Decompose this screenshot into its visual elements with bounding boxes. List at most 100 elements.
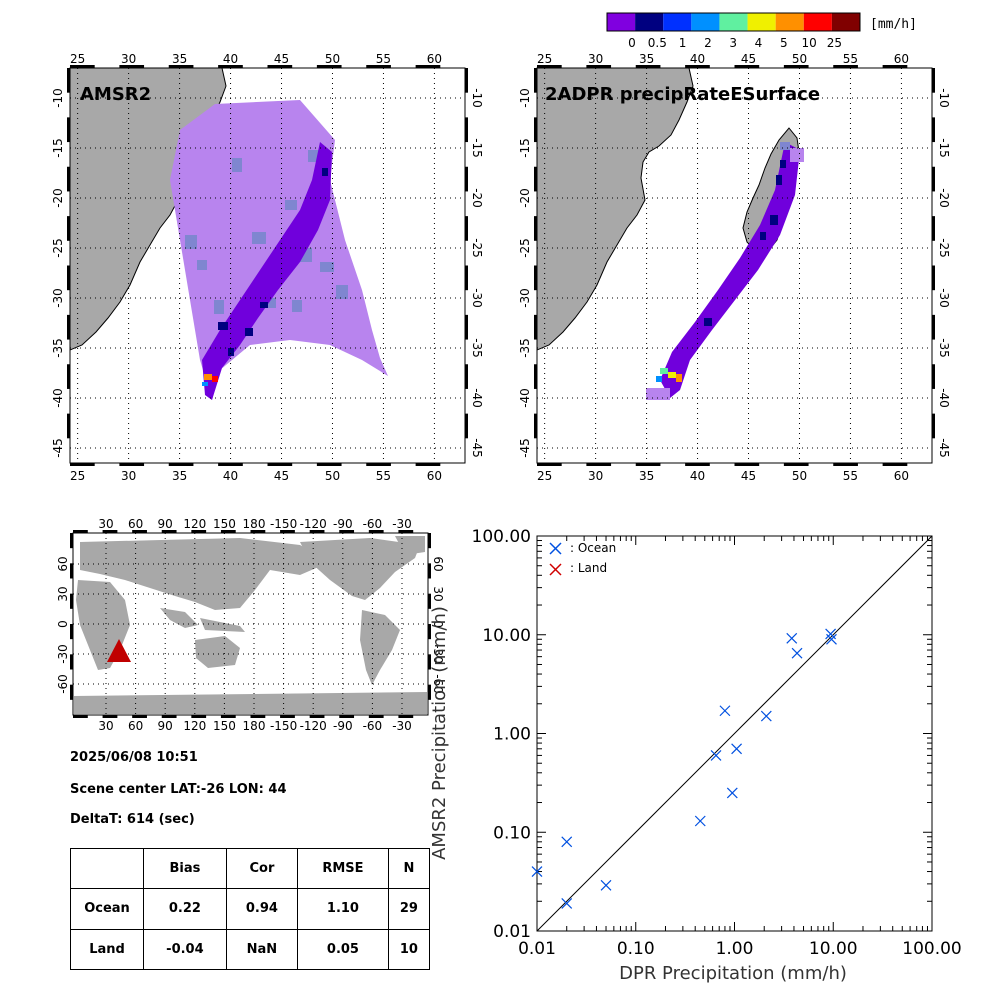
world-lon-label: -30	[392, 517, 412, 531]
scene-center: Scene center LAT:-26 LON: 44	[70, 782, 287, 797]
frame-bar	[366, 463, 391, 466]
frame-bar	[102, 715, 118, 718]
frame-bar	[67, 314, 70, 340]
frame-bar	[465, 166, 468, 192]
lon-tick-label: 40	[690, 52, 705, 66]
lon-tick-label: 50	[325, 52, 340, 66]
frame-bar	[398, 715, 414, 718]
frame-bar	[882, 463, 908, 466]
world-lon-label: 120	[183, 517, 206, 531]
frame-bar	[67, 265, 70, 291]
frame-bar	[119, 65, 145, 68]
legend-ocean-label: : Ocean	[570, 541, 616, 555]
y-axis-label: AMSR2 Precipitation (mm/h)	[429, 606, 450, 860]
frame-bar	[932, 117, 935, 143]
lon-tick-label: 55	[376, 52, 391, 66]
frame-bar	[428, 624, 431, 640]
data-point	[731, 743, 743, 755]
rmse-cell: 0.05	[297, 928, 389, 971]
frame-bar	[250, 715, 266, 718]
lon-tick-label: 25	[70, 469, 85, 483]
lat-tick-label: -20	[518, 188, 532, 208]
lon-tick-label: 40	[690, 469, 705, 483]
world-lon-label: 150	[213, 517, 236, 531]
world-lon-label: -150	[270, 517, 297, 531]
lat-tick-label: -10	[937, 88, 951, 108]
frame-bar	[833, 463, 858, 466]
lat-tick-label: -25	[470, 238, 484, 258]
frame-bar	[428, 563, 431, 579]
colorbar-label: 2	[704, 36, 712, 50]
frame-bar	[932, 314, 935, 340]
lat-tick-label: -30	[51, 288, 65, 308]
lat-tick-label: -20	[470, 188, 484, 208]
world-lon-label: 30	[98, 719, 113, 733]
frame-bar	[428, 593, 431, 609]
scene-datetime: 2025/06/08 10:51	[70, 750, 198, 765]
colorbar-cell	[775, 13, 804, 31]
x-tick-label: 1.00	[716, 939, 754, 959]
frame-bar	[339, 715, 355, 718]
row-label: Land	[70, 928, 144, 971]
frame-bar	[932, 166, 935, 192]
data-point	[600, 879, 612, 891]
world-lat-label: -30	[56, 644, 70, 664]
frame-bar	[932, 413, 935, 439]
lat-tick-label: -10	[470, 88, 484, 108]
colorbar-label: 3	[729, 36, 737, 50]
x-tick-label: 10.00	[809, 939, 858, 959]
world-lon-label: 150	[213, 719, 236, 733]
y-tick-label: 10.00	[482, 626, 531, 646]
cor-cell: NaN	[225, 928, 299, 971]
frame-bar	[783, 463, 809, 466]
lon-tick-label: 35	[639, 52, 654, 66]
frame-bar	[250, 530, 266, 533]
lon-tick-label: 50	[792, 52, 807, 66]
lat-tick-label: -40	[518, 388, 532, 408]
frame-bar	[218, 65, 243, 68]
frame-bar	[267, 65, 293, 68]
frame-bar	[218, 463, 243, 466]
amsr2-title: AMSR2	[80, 84, 151, 105]
delta-t: DeltaT: 614 (sec)	[70, 812, 195, 827]
frame-bar	[220, 530, 236, 533]
frame-bar	[309, 530, 325, 533]
data-point	[791, 647, 803, 659]
data-point	[786, 632, 798, 644]
lon-tick-label: 25	[70, 52, 85, 66]
frame-bar	[67, 216, 70, 241]
frame-bar	[70, 624, 73, 640]
frame-bar	[267, 463, 293, 466]
data-point	[561, 836, 573, 848]
frame-bar	[534, 413, 537, 439]
scene-location-marker	[107, 639, 131, 662]
data-point	[710, 749, 722, 761]
world-lon-label: 180	[243, 719, 266, 733]
frame-bar	[161, 530, 177, 533]
colorbar-label: 1	[679, 36, 687, 50]
x-axis-label: DPR Precipitation (mm/h)	[619, 963, 847, 984]
y-tick-label: 0.10	[493, 823, 531, 843]
frame-bar	[465, 314, 468, 340]
lat-tick-label: -25	[937, 238, 951, 258]
world-lon-label: -120	[300, 719, 327, 733]
world-lon-label: -90	[333, 517, 353, 531]
colorbar-label: 5	[780, 36, 788, 50]
data-point	[726, 787, 738, 799]
lat-tick-label: -30	[470, 288, 484, 308]
frame-bar	[534, 364, 537, 389]
frame-bar	[366, 65, 391, 68]
frame-bar	[161, 715, 177, 718]
colorbar-label: 4	[755, 36, 763, 50]
table-row: Ocean 0.22 0.94 1.10 29	[70, 888, 431, 930]
legend-land-marker	[549, 563, 562, 576]
colorbar-cell	[803, 13, 832, 31]
legend-ocean-marker	[549, 542, 562, 555]
frame-bar	[70, 684, 73, 700]
frame-bar	[465, 68, 468, 93]
data-point	[694, 815, 706, 827]
lat-tick-label: -45	[51, 438, 65, 458]
frame-bar	[465, 216, 468, 241]
frame-bar	[635, 65, 661, 68]
frame-bar	[833, 65, 858, 68]
